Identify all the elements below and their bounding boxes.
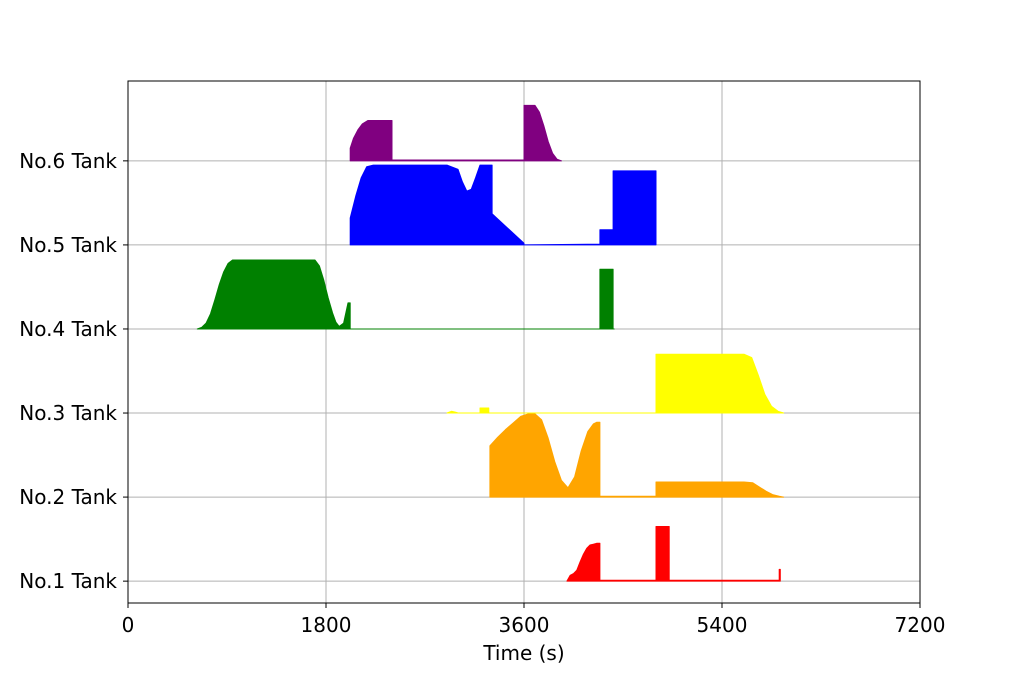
tank-1-area — [566, 526, 781, 582]
y-tick-label: No.2 Tank — [19, 485, 117, 509]
y-tick-label: No.6 Tank — [19, 149, 117, 173]
tank-4-area — [196, 259, 615, 330]
tank-5-area — [349, 164, 657, 246]
x-tick-label: 7200 — [895, 613, 946, 637]
y-axis: No.1 Tank No.2 Tank No.3 Tank No.4 Tank No.5… — [19, 149, 128, 593]
tank-2-area — [489, 413, 785, 498]
tank-series-areas — [196, 104, 785, 582]
y-tick-label: No.5 Tank — [19, 233, 117, 257]
y-tick-label: No.4 Tank — [19, 317, 117, 341]
x-tick-label: 3600 — [499, 613, 550, 637]
x-tick-label: 1800 — [301, 613, 352, 637]
x-tick-label: 0 — [122, 613, 135, 637]
x-tick-label: 5400 — [697, 613, 748, 637]
y-tick-label: No.1 Tank — [19, 569, 117, 593]
y-tick-label: No.3 Tank — [19, 401, 117, 425]
x-axis-title: Time (s) — [482, 641, 564, 665]
x-axis: 0 1800 3600 5400 7200 — [122, 603, 946, 637]
tank-3-area — [446, 353, 785, 414]
tank-6-area — [349, 104, 562, 162]
